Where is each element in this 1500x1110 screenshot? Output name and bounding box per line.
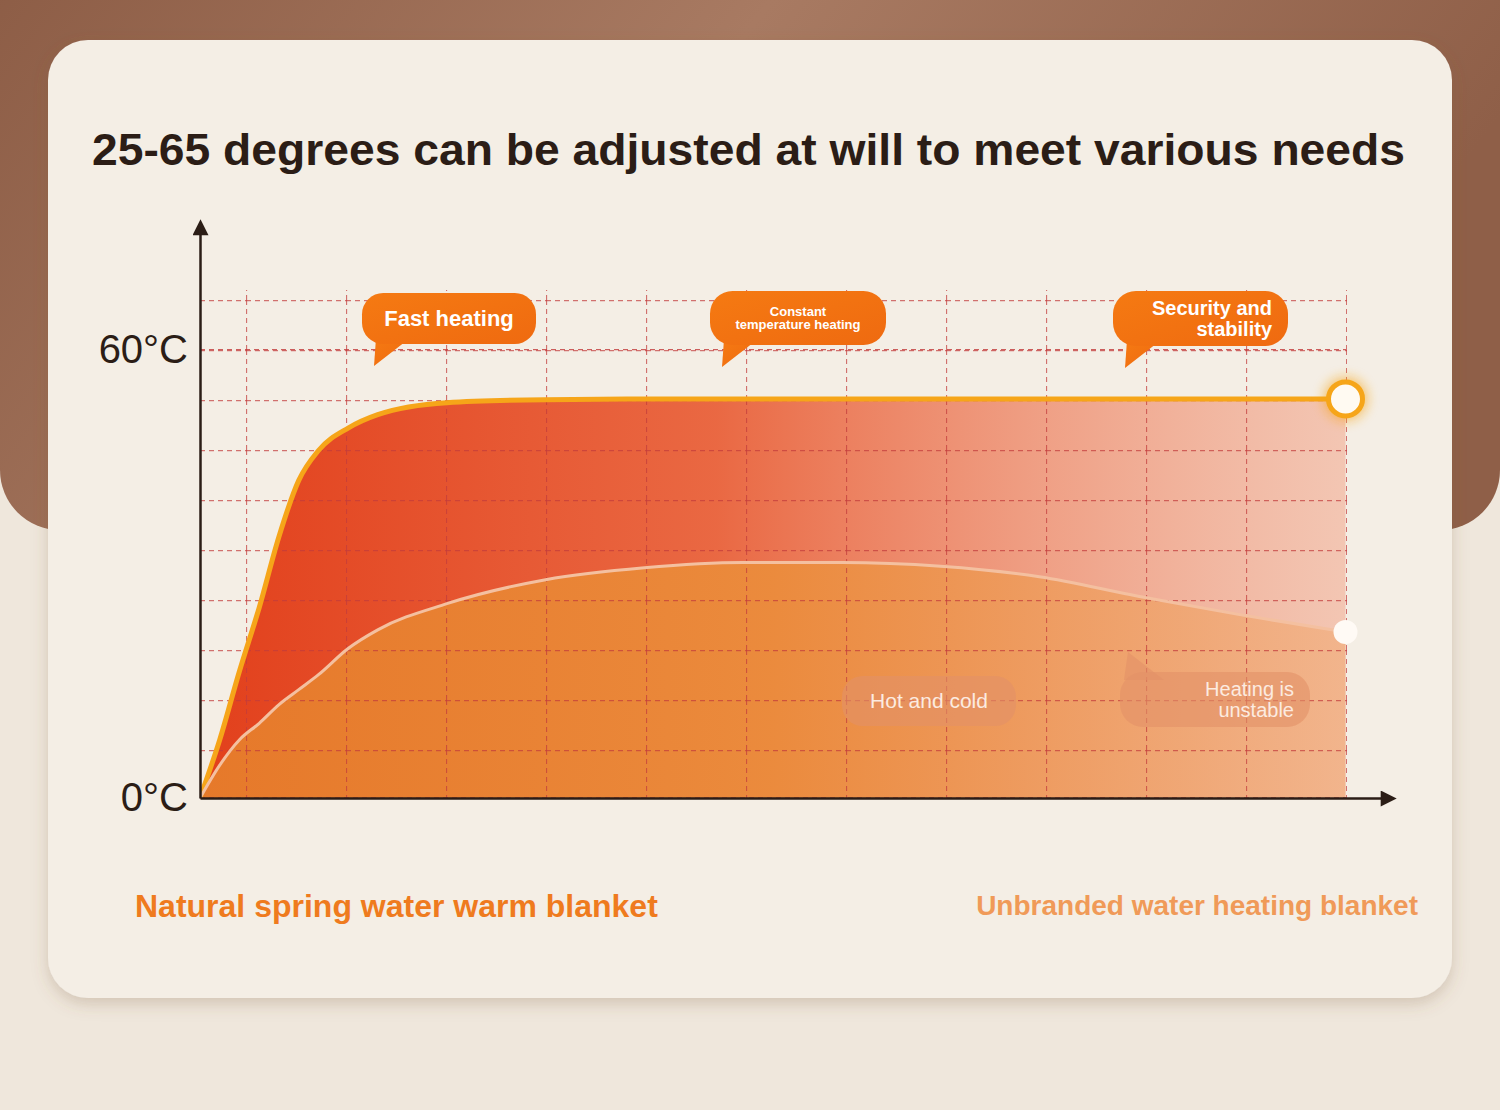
annotation-text: Security and [1152,297,1272,319]
y-axis-line [199,231,202,799]
plot-lines [200,377,1368,798]
card [48,40,1452,998]
annotation: Hot and cold [842,676,1016,726]
end-glow [1324,377,1368,421]
line-1 [200,563,1346,798]
y-tick: 60°C [99,327,200,371]
annotation-text: Fast heating [384,306,514,331]
annotation: Heating isunstable [1120,652,1310,727]
title: 25-65 degrees can be adjusted at will to… [92,125,1405,174]
end-marker [1329,382,1363,416]
annotation-bubble [842,676,1016,726]
page-background [0,0,1500,1110]
y-axis: 0°C 60°C [99,231,201,820]
y-tick-label: 60°C [99,327,188,371]
chart-svg: 25-65 degrees can be adjusted at will to… [0,0,1500,1110]
annotation-bubble [710,291,886,345]
plot-area [200,399,1346,798]
x-axis [201,798,1386,799]
annotation: Constanttemperature heating [710,291,886,367]
legend-label: Unbranded water heating blanket [976,890,1418,921]
annotation: Security andstability [1113,291,1288,368]
annotation-text: unstable [1218,699,1294,721]
grid-line [200,349,1346,350]
line-0 [200,399,1346,798]
annotation-bubble [1120,672,1310,727]
annotation-text: Heating is [1205,678,1294,700]
end-marker [1334,620,1358,644]
area-1 [200,563,1346,798]
annotation-bubble [362,293,536,344]
x-axis-line [201,797,1386,800]
annotation-text: stability [1196,318,1272,340]
annotation-text: temperature heating [736,317,861,332]
annotation: Fast heating [362,293,536,366]
area-0 [200,399,1346,798]
legend-label: Natural spring water warm blanket [135,888,658,924]
annotation-text: Hot and cold [870,689,988,712]
y-tick-label: 0°C [121,775,188,819]
annotation-bubble [1113,291,1288,346]
grid-pattern [200,290,1347,798]
y-tick: 0°C [121,775,200,819]
